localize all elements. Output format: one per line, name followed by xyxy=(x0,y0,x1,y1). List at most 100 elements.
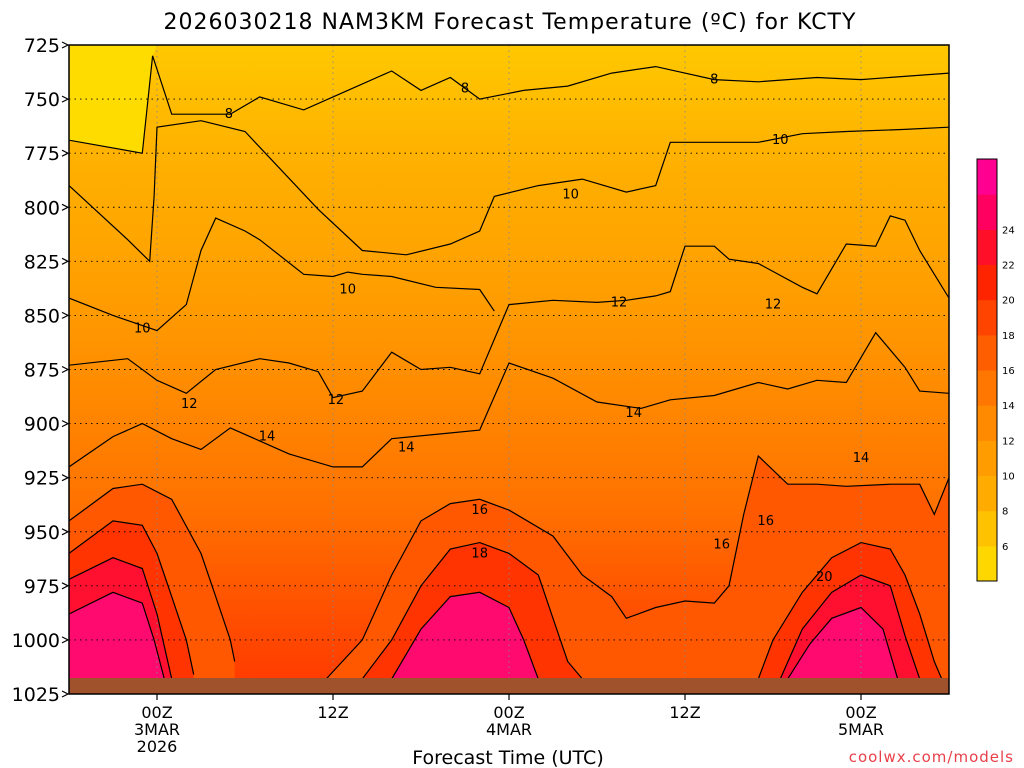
colorbar-tick-label: 20 xyxy=(1002,296,1015,307)
contour-18 xyxy=(69,520,195,675)
colorbar-swatch xyxy=(977,475,997,512)
y-tick-label: 975 xyxy=(24,576,60,598)
contour-label: 10 xyxy=(772,133,789,148)
colorbar-tick-label: 10 xyxy=(1002,472,1015,483)
colorbar-swatch xyxy=(977,334,997,371)
y-tick-label: 875 xyxy=(24,360,60,382)
y-tick-mark xyxy=(61,582,70,590)
y-tick-mark xyxy=(61,257,70,265)
y-tick-mark xyxy=(61,690,70,698)
x-tick-label: 2026 xyxy=(137,737,178,756)
colorbar-tick-label: 8 xyxy=(1002,507,1008,518)
contour-12 xyxy=(69,215,949,399)
y-tick-label: 800 xyxy=(24,197,60,219)
x-tick-label: 4MAR xyxy=(486,720,532,739)
warm-region-22 xyxy=(69,592,165,694)
x-tick-label: 5MAR xyxy=(838,720,884,739)
colorbar-tick-label: 18 xyxy=(1002,331,1015,342)
colorbar-swatch xyxy=(977,510,997,547)
y-tick-mark xyxy=(61,149,70,157)
x-tick-label: 00Z xyxy=(493,703,524,722)
colorbar-tick-label: 6 xyxy=(1002,542,1008,553)
y-tick-label: 900 xyxy=(24,414,60,436)
colorbar-tick-label: 22 xyxy=(1002,261,1015,272)
x-tick-label: 00Z xyxy=(845,703,876,722)
credit-link[interactable]: coolwx.com/models xyxy=(849,748,1014,766)
colorbar-swatch xyxy=(977,405,997,441)
colorbar-swatch xyxy=(977,545,997,582)
y-tick-label: 850 xyxy=(24,305,60,327)
warm-region-22 xyxy=(391,592,539,694)
y-tick-label: 775 xyxy=(24,143,60,165)
colorbar-tick-label: 16 xyxy=(1002,366,1015,377)
contour-label: 12 xyxy=(765,298,782,313)
colorbar-swatch xyxy=(977,264,997,301)
contour-22 xyxy=(787,606,899,680)
contour-label: 14 xyxy=(259,430,276,445)
colorbar: 6 8 10 12 14 16 18 20 22 24 xyxy=(976,158,1015,582)
contour-14 xyxy=(69,331,949,468)
colorbar-tick-label: 12 xyxy=(1002,436,1015,447)
x-tick-label: 12Z xyxy=(669,703,700,722)
contour-label: 10 xyxy=(339,283,356,298)
y-tick-mark xyxy=(61,365,70,374)
warm-region-22 xyxy=(787,607,898,694)
colorbar-tick-label: 14 xyxy=(1002,401,1015,412)
y-tick-mark xyxy=(61,95,70,103)
x-tick-label: 12Z xyxy=(317,703,348,722)
y-tick-mark xyxy=(61,311,70,319)
colorbar-swatch xyxy=(977,370,997,406)
contour-labels: 8 8 8 10 10 10 10 12 12 12 12 14 14 14 14 16 16 16 18 20 xyxy=(134,73,869,586)
y-tick-label: 750 xyxy=(24,89,60,111)
contour-22 xyxy=(391,591,539,680)
contour-label: 10 xyxy=(562,187,579,202)
contour-label: 14 xyxy=(398,440,415,455)
y-tick-label: 950 xyxy=(24,522,60,544)
contour-18 xyxy=(361,541,583,680)
contour-label: 12 xyxy=(181,397,198,412)
contour-label: 14 xyxy=(853,451,870,466)
contour-16 xyxy=(317,454,949,688)
y-tick-mark xyxy=(61,528,70,536)
contour-label: 12 xyxy=(328,393,345,408)
contour-10 xyxy=(69,217,495,332)
contour-label: 16 xyxy=(757,514,774,529)
contour-lines xyxy=(69,55,949,688)
chart-title: 2026030218 NAM3KM Forecast Temperature (… xyxy=(164,10,857,35)
contour-label: 16 xyxy=(713,538,730,553)
contour-label: 8 xyxy=(710,73,718,88)
y-tick-label: 825 xyxy=(24,251,60,273)
x-tick-label: 3MAR xyxy=(134,720,180,739)
colorbar-swatch xyxy=(977,440,997,476)
y-tick-mark xyxy=(61,41,70,49)
y-tick-label: 1025 xyxy=(12,684,60,706)
contour-label: 20 xyxy=(816,570,833,585)
contour-label: 8 xyxy=(461,81,469,96)
contour-18 xyxy=(757,541,943,680)
y-tick-mark xyxy=(61,420,70,428)
contour-label: 10 xyxy=(134,321,151,336)
x-axis-label: Forecast Time (UTC) xyxy=(412,747,603,768)
contour-label: 12 xyxy=(611,295,628,310)
y-axis: 725 750 775 800 825 850 875 900 925 950 975 1000 102… xyxy=(12,35,70,706)
ground-strip xyxy=(69,678,949,694)
contour-8 xyxy=(69,55,949,154)
colorbar-swatch xyxy=(977,229,997,265)
y-tick-mark xyxy=(61,636,70,644)
colorbar-swatch xyxy=(977,194,997,230)
colorbar-frame xyxy=(976,158,998,582)
colorbar-swatch xyxy=(977,159,997,195)
contour-20 xyxy=(69,557,173,680)
x-tick-label: 00Z xyxy=(141,703,172,722)
contour-label: 14 xyxy=(625,406,642,421)
colorbar-tick-label: 24 xyxy=(1002,225,1015,236)
contour-16 xyxy=(69,483,236,662)
contour-20 xyxy=(779,574,921,680)
gridlines xyxy=(69,45,949,694)
contour-22 xyxy=(69,591,165,680)
contour-10 xyxy=(69,120,949,263)
contour-label: 18 xyxy=(471,546,488,561)
y-tick-label: 925 xyxy=(24,468,60,490)
